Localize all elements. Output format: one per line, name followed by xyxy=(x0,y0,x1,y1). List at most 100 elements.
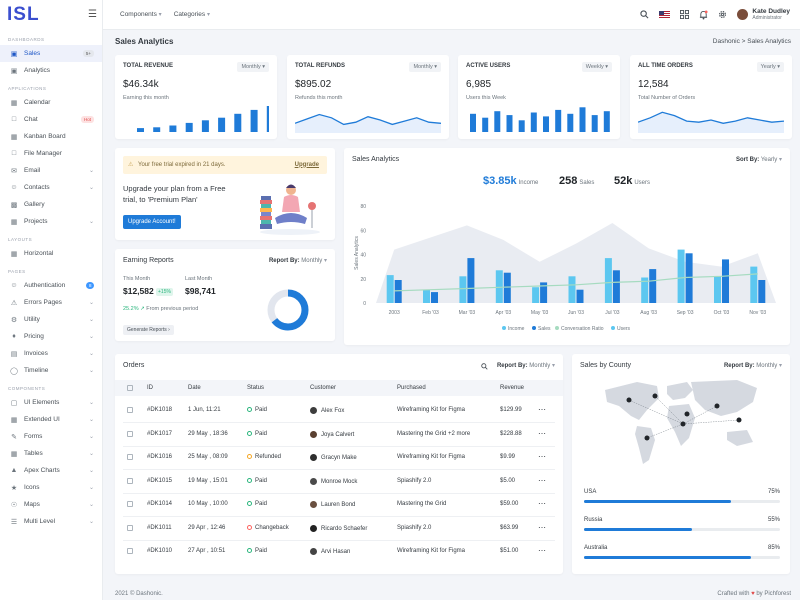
more-actions-icon[interactable]: ⋯ xyxy=(538,452,546,461)
search-icon[interactable] xyxy=(481,363,488,370)
sidebar-item-analytics[interactable]: ▣ Analytics xyxy=(0,62,102,79)
sidebar-item-apex-charts[interactable]: ▲ Apex Charts ⌄ xyxy=(0,462,102,479)
sidebar-item-errors-pages[interactable]: ⚠ Errors Pages ⌄ xyxy=(0,294,102,311)
sidebar-item-calendar[interactable]: ▦ Calendar xyxy=(0,94,102,111)
sidebar-item-label: Timeline xyxy=(24,367,49,374)
sidebar-item-pricing[interactable]: ♦ Pricing ⌄ xyxy=(0,328,102,345)
sidebar-item-contacts[interactable]: ☺ Contacts ⌄ xyxy=(0,179,102,196)
upgrade-account-button[interactable]: Upgrade Account! xyxy=(123,215,181,229)
sidebar-item-kanban-board[interactable]: ▦ Kanban Board xyxy=(0,128,102,145)
sidebar-item-icons[interactable]: ★ Icons ⌄ xyxy=(0,479,102,496)
brand-logo[interactable]: ISL xyxy=(7,4,40,25)
stat-title: TOTAL REVENUE xyxy=(123,63,174,69)
user-menu[interactable]: Kate Dudley Administrator xyxy=(737,8,790,21)
stat-period-select[interactable]: Yearly ▾ xyxy=(756,62,784,72)
chat-icon: □ xyxy=(11,116,17,123)
sidebar-item-ui-elements[interactable]: ▢ UI Elements ⌄ xyxy=(0,394,102,411)
sidebar-item-authentication[interactable]: ☺ Authentication 8 xyxy=(0,277,102,294)
order-id[interactable]: #DK1010 xyxy=(147,548,173,554)
column-header[interactable]: Customer xyxy=(310,385,337,391)
sidebar-item-horizontal[interactable]: ▦ Horizontal xyxy=(0,245,102,262)
earning-reports-card: Earning Reports Report By: Monthly ▾ Thi… xyxy=(115,249,335,341)
bell-icon[interactable] xyxy=(699,10,708,20)
search-icon[interactable] xyxy=(640,10,649,19)
stat-period-select[interactable]: Weekly ▾ xyxy=(581,62,612,72)
sales-value: 258 xyxy=(559,175,578,187)
column-header[interactable]: ID xyxy=(147,385,153,391)
row-checkbox[interactable] xyxy=(127,524,133,531)
column-header[interactable]: Revenue xyxy=(500,385,525,391)
row-checkbox[interactable] xyxy=(127,454,133,460)
select-all-checkbox[interactable] xyxy=(127,385,133,391)
row-checkbox[interactable] xyxy=(127,477,133,484)
x-tick-label: Oct '03 xyxy=(714,310,730,316)
footer-author[interactable]: by Pichforest xyxy=(756,591,791,597)
sidebar-item-utility[interactable]: ⚙ Utility ⌄ xyxy=(0,311,102,328)
sidebar-item-email[interactable]: ✉ Email ⌄ xyxy=(0,162,102,179)
order-id[interactable]: #DK1015 xyxy=(147,477,173,484)
sidebar-item-projects[interactable]: ▦ Projects ⌄ xyxy=(0,213,102,230)
more-actions-icon[interactable]: ⋯ xyxy=(538,428,546,438)
more-actions-icon[interactable]: ⋯ xyxy=(538,405,546,414)
us-flag-icon[interactable] xyxy=(659,11,671,18)
sort-select[interactable]: Sort By: Yearly ▾ xyxy=(736,156,782,163)
sidebar-item-invoices[interactable]: ▤ Invoices ⌄ xyxy=(0,345,102,362)
row-checkbox[interactable] xyxy=(127,548,133,554)
column-header[interactable]: Purchased xyxy=(397,385,426,391)
components-menu[interactable]: Components ▾ xyxy=(120,11,162,18)
more-actions-icon[interactable]: ⋯ xyxy=(538,475,546,485)
stat-period-select[interactable]: Monthly ▾ xyxy=(237,62,269,72)
stat-period-select[interactable]: Monthly ▾ xyxy=(409,62,441,72)
more-actions-icon[interactable]: ⋯ xyxy=(538,546,546,555)
sidebar-item-maps[interactable]: ☉ Maps ⌄ xyxy=(0,496,102,513)
hamburger-icon[interactable]: ☰ xyxy=(88,9,97,20)
folder-icon: □ xyxy=(11,150,17,157)
trial-headline: Upgrade your plan from a Free trial, to … xyxy=(123,184,226,204)
sidebar-item-forms[interactable]: ✎ Forms ⌄ xyxy=(0,428,102,445)
sidebar-item-sales[interactable]: ▣ Sales 5+ xyxy=(0,45,102,62)
order-id[interactable]: #DK1011 xyxy=(147,524,172,531)
sidebar-item-label: Calendar xyxy=(24,99,51,106)
customer-name: Lauren Bond xyxy=(321,502,356,509)
chevron-down-icon: ⌄ xyxy=(88,451,94,457)
order-id[interactable]: #DK1016 xyxy=(147,454,173,460)
upgrade-link[interactable]: Upgrade xyxy=(294,161,319,168)
more-actions-icon[interactable]: ⋯ xyxy=(538,499,546,508)
last-month-value: $98,741 xyxy=(185,286,216,296)
sidebar-item-tables[interactable]: ▦ Tables ⌄ xyxy=(0,445,102,462)
sales-analytics-title: Sales Analytics xyxy=(352,156,400,163)
generate-reports-button[interactable]: Generate Reports › xyxy=(123,325,174,335)
categories-menu[interactable]: Categories ▾ xyxy=(174,11,210,18)
order-id[interactable]: #DK1018 xyxy=(147,407,173,413)
gear-icon[interactable] xyxy=(718,10,727,19)
purchased-item: Spiashify 2.0 xyxy=(397,477,432,484)
sidebar-item-file-manager[interactable]: □ File Manager xyxy=(0,145,102,162)
email-icon: ✉ xyxy=(11,167,17,175)
status-icon xyxy=(247,548,252,553)
order-id[interactable]: #DK1014 xyxy=(147,501,173,507)
more-actions-icon[interactable]: ⋯ xyxy=(538,522,546,532)
sidebar-item-label: Analytics xyxy=(24,67,51,74)
column-header[interactable]: Date xyxy=(188,385,201,391)
sidebar-item-multi-level[interactable]: ☰ Multi Level ⌄ xyxy=(0,513,102,530)
sidebar-item-chat[interactable]: □ Chat Hot xyxy=(0,111,102,128)
warning-icon: ⚠ xyxy=(128,162,134,168)
row-checkbox[interactable] xyxy=(127,407,133,413)
status-label: Paid xyxy=(255,407,268,414)
orders-report-select[interactable]: Report By: Monthly ▾ xyxy=(497,362,555,369)
sidebar-item-timeline[interactable]: ◯ Timeline ⌄ xyxy=(0,362,102,379)
column-header[interactable]: Status xyxy=(247,385,265,391)
breadcrumb[interactable]: Dashonic > Sales Analytics xyxy=(712,38,791,45)
y-axis-label: Sales Analytics xyxy=(354,236,360,270)
earning-report-select[interactable]: Report By: Monthly ▾ xyxy=(269,257,327,264)
order-id[interactable]: #DK1017 xyxy=(147,430,173,437)
apps-grid-icon[interactable] xyxy=(680,10,690,19)
row-checkbox[interactable] xyxy=(127,501,133,507)
stat-sparkline xyxy=(137,106,269,132)
row-checkbox[interactable] xyxy=(127,430,133,437)
county-report-select[interactable]: Report By: Monthly ▾ xyxy=(724,362,782,369)
sidebar-item-gallery[interactable]: ▩ Gallery xyxy=(0,196,102,213)
sidebar-item-extended-ui[interactable]: ▦ Extended UI ⌄ xyxy=(0,411,102,428)
customer: Ricardo Schaefer xyxy=(310,524,367,532)
x-tick-label: Feb '03 xyxy=(422,310,439,316)
